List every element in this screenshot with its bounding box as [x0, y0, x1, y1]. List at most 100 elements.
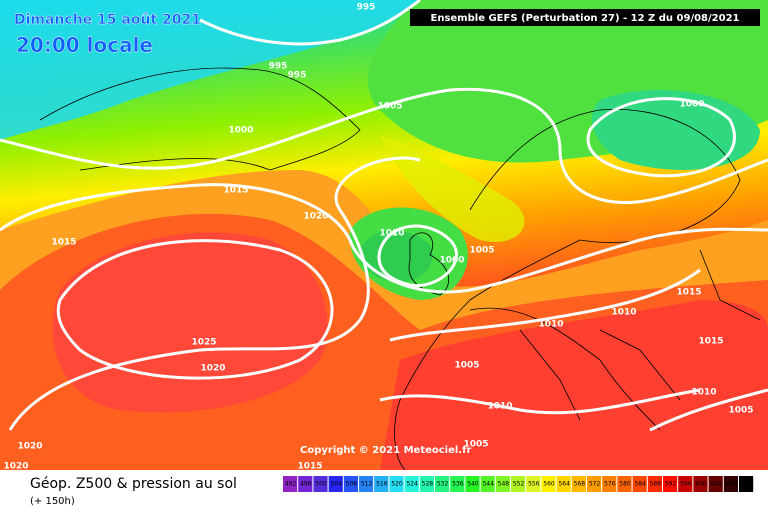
scale-label: 548 [498, 481, 510, 488]
isobar-label: 1020 [17, 442, 42, 452]
scale-label: 600 [695, 481, 707, 488]
scale-swatch [571, 476, 586, 492]
copyright: Copyright © 2021 Meteociel.fr [300, 445, 471, 456]
scale-swatch [419, 476, 434, 492]
isobar-label: 1015 [676, 288, 701, 298]
scale-swatch [435, 476, 450, 492]
scale-swatch [480, 476, 495, 492]
scale-swatch [389, 476, 404, 492]
color-scale: 492 496 500 504 508 512 516 520 524 528 532 536 540 5… [283, 476, 754, 492]
scale-swatch [359, 476, 374, 492]
isobar-label: 995 [288, 71, 307, 81]
scale-label: 500 [315, 481, 327, 488]
isobars [0, 0, 768, 430]
scale-label: 504 [330, 481, 342, 488]
scale-swatch [404, 476, 419, 492]
isobar-label: 1015 [297, 462, 322, 472]
scale-label: 552 [513, 481, 525, 488]
isobar-label: 1005 [463, 440, 488, 450]
map-field [0, 0, 768, 470]
scale-label: 492 [285, 481, 297, 488]
scale-swatch [693, 476, 708, 492]
scale-swatch [708, 476, 723, 492]
scale-label: 540 [467, 481, 479, 488]
scale-swatch [632, 476, 647, 492]
scale-swatch [313, 476, 328, 492]
scale-label: 520 [391, 481, 403, 488]
isobar-label: 1010 [691, 388, 716, 398]
scale-swatch [511, 476, 526, 492]
scale-swatch [450, 476, 465, 492]
scale-label: 568 [574, 481, 586, 488]
isobar-label: 1020 [200, 364, 225, 374]
isobar-label: 1005 [728, 406, 753, 416]
isobar-label: 1000 [679, 100, 704, 110]
scale-label: 512 [361, 481, 373, 488]
scale-label: 524 [406, 481, 418, 488]
scale-swatch [343, 476, 358, 492]
scale-label: 608 [726, 481, 738, 488]
scale-swatch [678, 476, 693, 492]
isobar-label: 1015 [223, 186, 248, 196]
isobar-label: 1000 [228, 126, 253, 136]
scale-label: 572 [589, 481, 601, 488]
isobar-label: 1010 [487, 402, 512, 412]
scale-swatch [556, 476, 571, 492]
scale-label: 580 [619, 481, 631, 488]
scale-label: 536 [452, 481, 464, 488]
local-time: 20:00 locale [16, 33, 153, 57]
scale-swatch [283, 476, 298, 492]
scale-label: 516 [376, 481, 388, 488]
isobar-label: 1015 [698, 337, 723, 347]
scale-swatch [495, 476, 510, 492]
scale-label: 508 [346, 481, 358, 488]
scale-swatch [526, 476, 541, 492]
isobar-label: 1010 [379, 229, 404, 239]
scale-swatch [739, 476, 754, 492]
scale-label: 560 [543, 481, 555, 488]
scale-swatch [465, 476, 480, 492]
scale-label: 556 [528, 481, 540, 488]
isobar-label: 1010 [538, 320, 563, 330]
scale-label: 528 [422, 481, 434, 488]
run-info: Ensemble GEFS (Perturbation 27) - 12 Z d… [431, 13, 740, 24]
isobar-label: 1005 [469, 246, 494, 256]
scale-swatch [602, 476, 617, 492]
run-box [410, 9, 760, 26]
scale-swatch [663, 476, 678, 492]
isobar-label: 995 [269, 62, 288, 72]
isobar-label: 995 [357, 3, 376, 13]
footer-title: Géop. Z500 & pression au sol [30, 476, 237, 492]
scale-label: 576 [604, 481, 616, 488]
isobar-label: 1020 [303, 212, 328, 222]
scale-swatch [587, 476, 602, 492]
isobar-label: 1005 [454, 361, 479, 371]
scale-label: 584 [634, 481, 646, 488]
scale-swatch [617, 476, 632, 492]
isobar-label: 1025 [191, 338, 216, 348]
scale-swatch [298, 476, 313, 492]
isobar-label: 1015 [51, 238, 76, 248]
scale-swatch [647, 476, 662, 492]
lead-time: (+ 150h) [30, 496, 75, 507]
scale-swatch [374, 476, 389, 492]
isobar-label: 1010 [611, 308, 636, 318]
scale-swatch [723, 476, 738, 492]
scale-swatch [541, 476, 556, 492]
isobar-label: 1020 [3, 462, 28, 472]
scale-label: 596 [680, 481, 692, 488]
scale-label: 532 [437, 481, 449, 488]
scale-label: 604 [710, 481, 722, 488]
scale-label: 592 [665, 481, 677, 488]
scale-label: 588 [650, 481, 662, 488]
scale-label: 544 [482, 481, 494, 488]
scale-label: 496 [300, 481, 312, 488]
date: Dimanche 15 août 2021 [14, 12, 201, 28]
scale-label: 612 [741, 481, 753, 488]
isobar-label: 1000 [439, 256, 464, 266]
isobar-label: 1005 [377, 102, 402, 112]
scale-swatch [328, 476, 343, 492]
scale-label: 564 [558, 481, 570, 488]
